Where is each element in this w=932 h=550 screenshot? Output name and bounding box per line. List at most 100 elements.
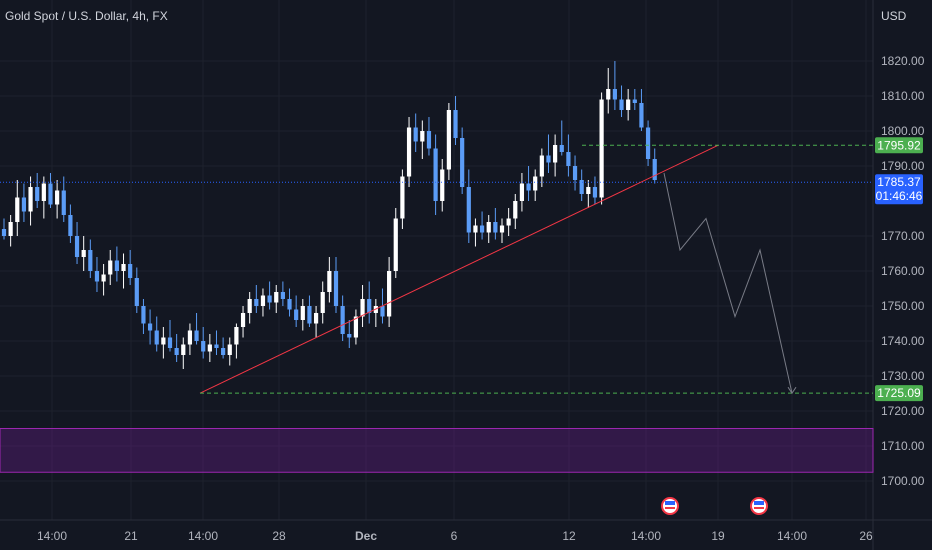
candle-body <box>234 327 239 345</box>
candle-body <box>393 218 398 271</box>
demand-zone-rect[interactable] <box>0 428 874 473</box>
x-tick-label: 19 <box>711 529 725 543</box>
candle-body <box>260 295 266 306</box>
chart-title: Gold Spot / U.S. Dollar, 4h, FX <box>5 9 168 23</box>
candle-body <box>181 344 186 355</box>
candle-body <box>347 334 352 338</box>
candle-body <box>340 306 345 334</box>
candle-body <box>539 155 544 177</box>
candle-body <box>506 218 511 226</box>
x-tick-label: 26 <box>859 529 873 543</box>
candle-body <box>579 180 584 194</box>
candle-body <box>201 341 206 352</box>
candle-body <box>134 278 139 306</box>
y-tick-label: 1810.00 <box>881 89 925 103</box>
candle-body <box>606 89 611 100</box>
y-tick-label: 1790.00 <box>881 159 925 173</box>
candle-body <box>287 299 292 310</box>
candle-body <box>413 127 418 142</box>
candle-body <box>214 344 219 348</box>
x-tick-label: 6 <box>451 529 458 543</box>
candle-body <box>114 260 119 271</box>
candle-body <box>74 236 80 257</box>
candle-body <box>353 316 359 338</box>
candle-body <box>519 183 525 201</box>
candle-body <box>380 306 385 317</box>
candle-body <box>400 176 405 219</box>
candle-body <box>333 271 339 306</box>
us-flag-event-icon[interactable] <box>661 497 679 515</box>
candle-body <box>187 330 193 345</box>
x-tick-label: 28 <box>272 529 286 543</box>
candle-body <box>88 250 93 271</box>
candle-body <box>147 323 153 331</box>
candle-body <box>572 166 578 180</box>
last-price-label-bg <box>875 174 923 205</box>
flag-stripe-blue <box>665 501 675 505</box>
candle-body <box>440 169 445 201</box>
target-upper-label-bg <box>875 137 923 154</box>
candle-body <box>307 306 312 324</box>
candle-body <box>28 187 33 212</box>
candle-body <box>174 348 179 355</box>
target-lower-label: 1725.09 <box>877 386 921 400</box>
candle-body <box>586 187 591 194</box>
candle-body <box>294 309 299 320</box>
candle-body <box>15 197 20 222</box>
candle-body <box>406 127 412 177</box>
last-price-label: 1785.37 <box>877 175 921 189</box>
candle-body <box>41 183 46 201</box>
candle-body <box>566 152 571 166</box>
candle-body <box>360 299 365 317</box>
x-tick-label: 14:00 <box>631 529 661 543</box>
x-tick-label: 12 <box>562 529 576 543</box>
y-tick-label: 1820.00 <box>881 54 925 68</box>
x-tick-label: Dec <box>355 529 377 543</box>
candle-body <box>320 292 325 313</box>
candle-body <box>592 187 598 198</box>
candle-body <box>55 190 60 205</box>
candle-body <box>254 299 259 306</box>
us-flag-event-icon[interactable] <box>750 497 768 515</box>
candle-body <box>632 99 637 103</box>
candle-body <box>141 306 146 324</box>
candle-body <box>68 215 73 236</box>
candle-body <box>639 103 644 128</box>
candle-body <box>526 183 531 191</box>
y-tick-label: 1710.00 <box>881 439 925 453</box>
candle-body <box>420 131 425 142</box>
candle-body <box>207 344 212 352</box>
trend-line[interactable] <box>199 144 719 394</box>
candle-body <box>619 99 624 110</box>
candle-body <box>460 138 465 187</box>
candle-body <box>35 187 40 201</box>
flag-stripe-red <box>754 507 764 509</box>
y-tick-label: 1770.00 <box>881 229 925 243</box>
candle-body <box>128 264 133 278</box>
candle-body <box>367 299 372 313</box>
candle-body <box>426 131 432 149</box>
candle-body <box>433 148 438 201</box>
y-tick-label: 1760.00 <box>881 264 925 278</box>
candle-body <box>327 271 332 292</box>
candle-body <box>652 159 657 180</box>
candle-body <box>387 271 392 317</box>
x-tick-label: 21 <box>124 529 138 543</box>
x-tick-label: 14:00 <box>777 529 807 543</box>
candle-body <box>612 89 617 100</box>
candle-body <box>645 127 651 159</box>
y-tick-label: 1740.00 <box>881 334 925 348</box>
candle-body <box>267 295 272 303</box>
y-tick-label: 1750.00 <box>881 299 925 313</box>
x-tick-label: 14:00 <box>37 529 67 543</box>
candle-body <box>121 264 126 271</box>
projection-path[interactable] <box>663 172 793 394</box>
x-tick-label: 14:00 <box>188 529 218 543</box>
candle-body <box>446 110 451 170</box>
y-tick-label: 1700.00 <box>881 474 925 488</box>
currency-label: USD <box>881 9 907 23</box>
candle-body <box>546 155 551 163</box>
candle-body <box>240 313 246 327</box>
candle-body <box>599 99 604 198</box>
